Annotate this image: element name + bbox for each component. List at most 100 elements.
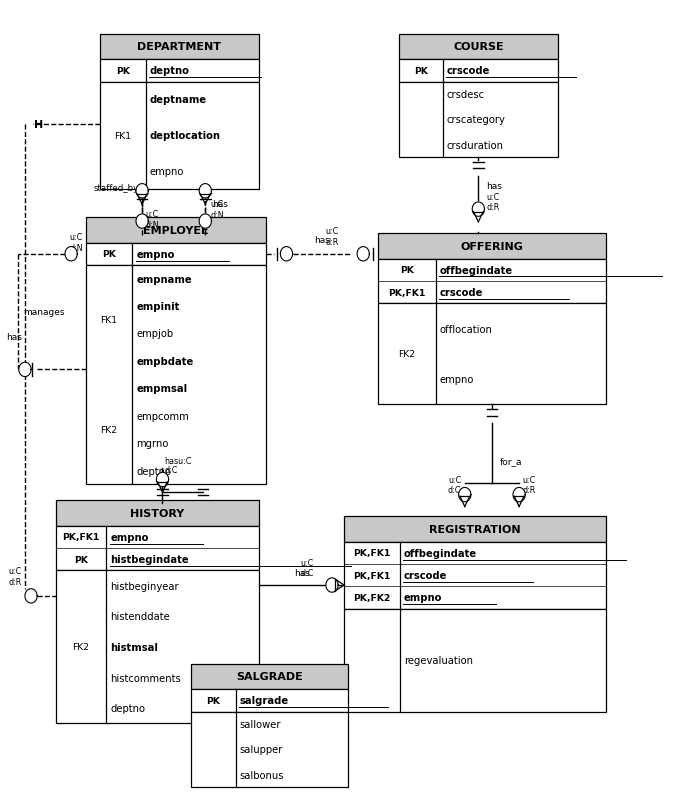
Text: empjob: empjob — [137, 329, 173, 339]
Bar — [399, 34, 558, 60]
Text: crsduration: crsduration — [446, 140, 504, 151]
Text: u:C
d:C: u:C d:C — [300, 558, 313, 577]
Text: histcomments: histcomments — [110, 673, 181, 683]
Text: d:C: d:C — [164, 466, 178, 475]
Text: PK,FK2: PK,FK2 — [353, 593, 391, 602]
Text: staffed_by: staffed_by — [93, 184, 139, 192]
Bar — [378, 259, 606, 304]
Text: has: has — [486, 182, 502, 191]
Text: empname: empname — [137, 274, 192, 284]
Text: PK,FK1: PK,FK1 — [353, 571, 391, 580]
Text: empno: empno — [137, 249, 175, 259]
Text: COURSE: COURSE — [453, 43, 504, 52]
Text: mgrno: mgrno — [137, 439, 169, 448]
Bar — [399, 83, 558, 158]
Text: empinit: empinit — [137, 302, 179, 312]
Text: crscode: crscode — [440, 288, 483, 298]
Text: salgrade: salgrade — [239, 695, 288, 706]
Text: PK: PK — [74, 555, 88, 564]
Polygon shape — [357, 247, 369, 261]
Polygon shape — [513, 488, 525, 502]
Text: deptno: deptno — [110, 703, 146, 713]
Bar — [399, 60, 558, 83]
Text: empbdate: empbdate — [137, 356, 194, 367]
Text: FK1: FK1 — [101, 316, 118, 325]
Text: empno: empno — [110, 533, 149, 542]
Text: empno: empno — [150, 167, 184, 177]
Bar — [86, 218, 266, 243]
Text: PK: PK — [400, 266, 414, 275]
Text: u:C
d:R: u:C d:R — [8, 566, 21, 586]
Bar — [191, 689, 348, 711]
Bar — [378, 304, 606, 405]
Text: deptno: deptno — [150, 67, 190, 76]
Text: regevaluation: regevaluation — [404, 655, 473, 665]
Text: deptname: deptname — [150, 95, 207, 105]
Polygon shape — [136, 215, 148, 229]
Polygon shape — [157, 472, 168, 487]
Polygon shape — [472, 203, 484, 217]
Bar — [99, 60, 259, 83]
Text: salbonus: salbonus — [239, 770, 284, 780]
Bar — [86, 243, 266, 265]
Text: crsdesc: crsdesc — [446, 90, 485, 100]
Polygon shape — [280, 247, 293, 261]
Text: u:C
d:R: u:C d:R — [326, 227, 339, 246]
Text: offbegindate: offbegindate — [404, 548, 477, 558]
Bar — [99, 34, 259, 60]
Text: OFFERING: OFFERING — [460, 241, 524, 252]
Text: deptlocation: deptlocation — [150, 132, 221, 141]
Polygon shape — [326, 578, 338, 593]
Text: offbegindate: offbegindate — [440, 265, 513, 275]
Text: u:C
d:R: u:C d:R — [486, 192, 500, 212]
Polygon shape — [199, 215, 211, 229]
Bar — [55, 500, 259, 526]
Bar — [55, 571, 259, 723]
Text: deptno: deptno — [137, 466, 171, 476]
Text: u:C
d:N: u:C d:N — [210, 200, 224, 220]
Text: FK2: FK2 — [398, 350, 415, 359]
Text: PK: PK — [414, 67, 428, 75]
Bar — [378, 233, 606, 259]
Text: manages: manages — [23, 308, 65, 317]
Text: histbeginyear: histbeginyear — [110, 581, 179, 591]
Polygon shape — [19, 363, 31, 377]
Text: PK,FK1: PK,FK1 — [353, 549, 391, 557]
Text: PK,FK1: PK,FK1 — [388, 288, 426, 298]
Text: histenddate: histenddate — [110, 612, 170, 622]
Text: hasu:C: hasu:C — [164, 456, 192, 465]
Text: u:C
d:N: u:C d:N — [69, 233, 83, 252]
Text: has: has — [294, 569, 310, 577]
Text: has: has — [314, 236, 330, 245]
Text: u:C
d:C: u:C d:C — [448, 475, 462, 494]
Text: has: has — [6, 332, 21, 341]
Bar — [55, 526, 259, 571]
Polygon shape — [65, 247, 77, 261]
Polygon shape — [459, 488, 471, 502]
Text: histbegindate: histbegindate — [110, 554, 189, 565]
Text: H: H — [34, 120, 43, 130]
Text: crscategory: crscategory — [446, 115, 506, 125]
Text: has: has — [212, 200, 228, 209]
Bar — [344, 542, 606, 609]
Text: FK2: FK2 — [72, 642, 90, 651]
Text: crscode: crscode — [404, 570, 447, 581]
Text: for_a: for_a — [500, 456, 522, 465]
Text: HISTORY: HISTORY — [130, 508, 184, 518]
Text: u:C
d:R: u:C d:R — [522, 475, 535, 494]
Text: histmsal: histmsal — [110, 642, 159, 652]
Bar — [191, 664, 348, 689]
Text: salupper: salupper — [239, 744, 283, 755]
Text: PK: PK — [102, 250, 116, 259]
Polygon shape — [136, 184, 148, 199]
Bar — [344, 516, 606, 542]
Polygon shape — [25, 589, 37, 603]
Bar — [99, 83, 259, 190]
Text: PK: PK — [206, 696, 220, 705]
Text: FK1: FK1 — [114, 132, 131, 140]
Polygon shape — [199, 184, 211, 199]
Text: FK2: FK2 — [101, 425, 118, 435]
Text: EMPLOYEE: EMPLOYEE — [144, 225, 209, 236]
Text: crscode: crscode — [446, 67, 490, 76]
Text: empno: empno — [440, 375, 474, 385]
